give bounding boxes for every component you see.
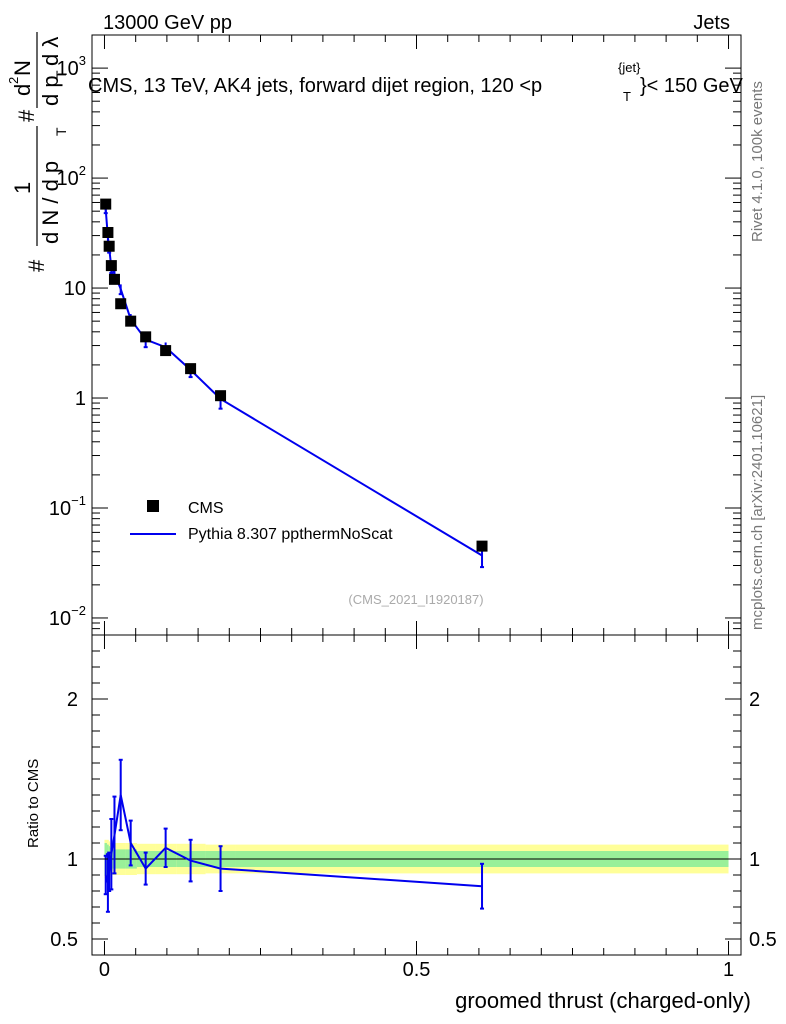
cms-point [103,240,115,252]
y-label-hash-2: # [14,109,39,122]
cms-series [100,198,488,552]
x-tick-label: 0.5 [403,959,431,981]
y-tick-label-base: 10 [57,168,79,190]
plot-title-main: CMS, 13 TeV, AK4 jets, forward dijet reg… [88,75,542,97]
y-label-two: 2 [6,77,21,84]
y-tick-label-exponent: −2 [71,603,86,618]
ratio-y-tick-label-left: 2 [67,689,78,711]
ratio-axis-ticks [92,635,741,955]
main-plot-frame [91,34,742,636]
svg-text:CMS, 13 TeV, AK4 jets, forward: CMS, 13 TeV, AK4 jets, forward dijet reg… [88,75,542,97]
y-axis-label: # 1 d N / d p T # d 2 N d p T d λ [6,32,69,272]
cms-point [115,298,127,310]
cms-point [100,198,112,210]
y-tick-label-base: 10 [64,278,86,300]
x-tick-label: 0 [99,959,110,981]
legend-cms-label: CMS [188,500,224,517]
y-tick-label: 10−1 [49,493,86,520]
plot-title-sup: {jet} [618,60,641,75]
y-tick-label: 10 [64,278,86,300]
ratio-plot-frame [91,634,742,956]
y-label-t-sub-2: T [53,70,69,79]
cms-point [105,260,117,272]
y-label-d2: d [10,84,35,96]
ratio-y-tick-label-right: 2 [749,689,760,711]
y-label-hash-1: # [24,259,49,272]
ratio-y-tick-labels: 0.5 0.5 1 1 2 2 [50,689,777,951]
y-tick-label-base: 1 [75,388,86,410]
header-category: Jets [693,12,730,34]
cms-point [476,540,488,552]
y-tick-label: 1 [75,388,86,410]
main-plot-axis-ticks [92,34,741,636]
ratio-plot-panel: 0.5 0.51 12 2 0 0.5 1 [50,634,777,981]
cms-point [160,345,172,357]
plot-title-sub: T [623,89,631,104]
plot-title: CMS, 13 TeV, AK4 jets, forward dijet reg… [88,60,744,104]
y-tick-label-exponent: −1 [71,493,86,508]
cms-point [185,363,197,375]
y-label-n: N [10,60,35,76]
legend: CMS Pythia 8.307 ppthermNoScat [130,500,393,543]
mcplots-source-label: mcplots.cern.ch [arXiv:2401.10621] [749,395,766,630]
x-tick-label: 1 [723,959,734,981]
y-tick-label: 10−2 [49,603,86,630]
cms-point [102,226,114,238]
y-tick-label-exponent: 2 [79,163,86,178]
cms-point [108,273,120,285]
y-tick-label-base: 10 [49,608,71,630]
y-tick-label: 103 [57,53,86,80]
ratio-pythia-series [103,758,485,913]
cms-point [125,315,137,327]
legend-cms-marker [147,500,159,512]
pythia-line [104,209,483,557]
ratio-y-tick-label-right: 1 [749,849,760,871]
y-tick-label: 102 [57,163,86,190]
cms-point [140,331,152,343]
ratio-y-tick-label-left: 0.5 [50,929,78,951]
pythia-series [103,205,485,569]
ratio-y-tick-label-right: 0.5 [749,929,777,951]
y-label-one: 1 [10,182,35,194]
x-tick-labels: 0 0.5 1 [99,959,734,981]
rivet-version-label: Rivet 4.1.0, 100k events [749,81,766,242]
y-label-t-sub-1: T [53,127,69,136]
y-tick-label-exponent: 3 [79,53,86,68]
legend-pythia-label: Pythia 8.307 ppthermNoScat [188,526,393,543]
y-tick-label-base: 10 [49,498,71,520]
analysis-watermark: (CMS_2021_I1920187) [348,592,483,607]
y-label-dpt: d p [38,75,63,106]
header-energy: 13000 GeV pp [103,12,232,34]
cms-point [215,390,227,402]
ratio-y-tick-label-left: 1 [67,849,78,871]
y-label-dn-dp: d N / d p [38,161,63,244]
svg-text:#: # [24,259,49,272]
y-tick-label-base: 10 [57,58,79,80]
ratio-y-axis-label: Ratio to CMS [25,759,42,848]
y-label-dlambda: d λ [38,37,63,66]
x-axis-label: groomed thrust (charged-only) [455,988,751,1013]
plot-title-end: }< 150 GeV [640,75,744,97]
